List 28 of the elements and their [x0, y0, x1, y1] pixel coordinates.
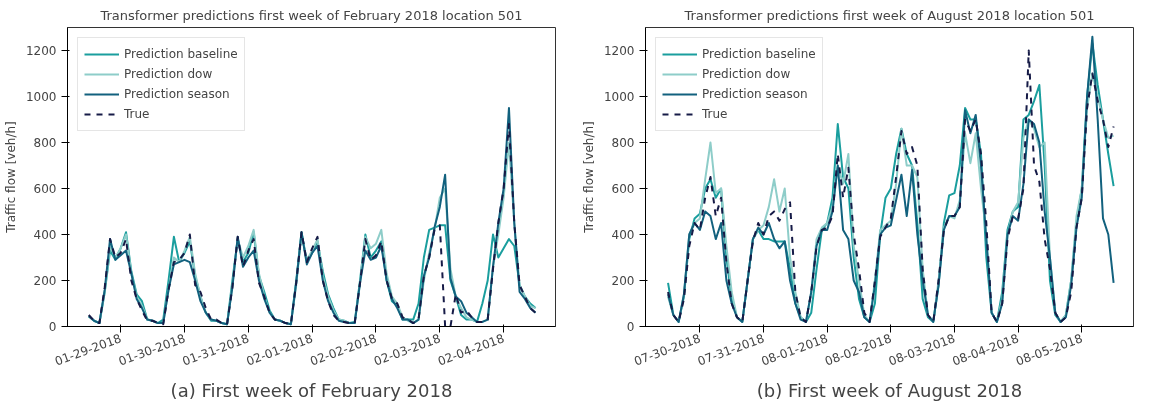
- y-tick-label: 600: [611, 182, 635, 196]
- y-axis-title: Traffic flow [veh/h]: [3, 121, 18, 234]
- y-tick-label: 1200: [603, 44, 635, 58]
- y-tick-label: 1000: [25, 90, 57, 104]
- y-axis-title: Traffic flow [veh/h]: [581, 121, 596, 234]
- legend-label: True: [124, 107, 150, 121]
- y-tick-label: 1200: [25, 44, 57, 58]
- legend-label: Prediction dow: [702, 67, 791, 81]
- text: (b) First week of August 2018: [756, 379, 1023, 401]
- y-tick-label: 0: [48, 320, 57, 334]
- y-tick-label: 1000: [603, 90, 635, 104]
- chart-title: Transformer predictions first week of February 2018 location 501: [99, 7, 523, 23]
- legend-label: Prediction baseline: [702, 47, 816, 61]
- y-tick-label: 0: [626, 320, 635, 334]
- y-tick-label: 800: [611, 136, 635, 150]
- legend-label: Prediction season: [124, 87, 230, 101]
- legend-label: Prediction season: [702, 87, 808, 101]
- y-tick-label: 600: [33, 182, 57, 196]
- legend-label: Prediction dow: [124, 67, 213, 81]
- chart-title: Transformer predictions first week of August 2018 location 501: [683, 7, 1095, 23]
- y-tick-label: 400: [611, 228, 635, 242]
- y-tick-label: 200: [33, 274, 57, 288]
- y-tick-label: 400: [33, 228, 57, 242]
- legend-label: True: [702, 107, 728, 121]
- text: (a) First week of February 2018: [170, 379, 453, 401]
- y-tick-label: 200: [611, 274, 635, 288]
- y-tick-label: 800: [33, 136, 57, 150]
- legend-label: Prediction baseline: [124, 47, 238, 61]
